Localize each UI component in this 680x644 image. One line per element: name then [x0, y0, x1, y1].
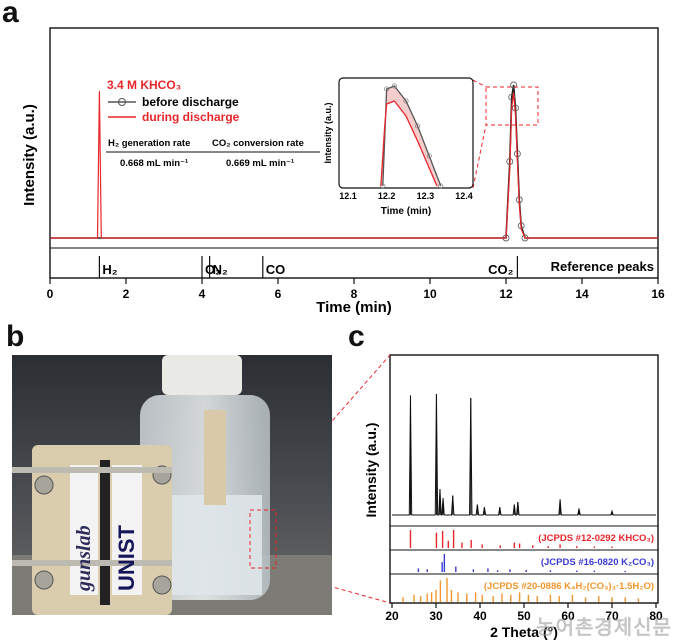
- panel-label-b: b: [6, 320, 25, 353]
- zoom-connector-bottom: [472, 124, 487, 189]
- panel-c-x-tick-label: 50: [517, 609, 531, 623]
- ref-label-k4h2co3: (JCPDS #20-0886 K₄H₂(CO₃)₃·1.5H₂O): [484, 581, 654, 592]
- panel-c-x-tick-label: 40: [473, 609, 487, 623]
- inset-series: [380, 83, 444, 189]
- inset-xlabel: Time (min): [381, 206, 431, 217]
- reference-peak-label: N₂: [213, 262, 228, 277]
- legend-before-label: before discharge: [142, 95, 239, 109]
- inset-series-line-before: [382, 85, 442, 187]
- panel-a-xlabel: Time (min): [316, 299, 392, 316]
- panel-a-x-tick-label: 14: [575, 287, 589, 301]
- inset-series-line-during: [380, 100, 438, 187]
- panel-a-x-tick-label: 12: [499, 287, 513, 301]
- inset-x-tick-label: 12.4: [455, 191, 473, 201]
- xrd-measured-pattern: [392, 394, 656, 516]
- photo-to-xrd-connector-top: [253, 354, 391, 511]
- inset-x-tick-label: 12.3: [417, 191, 435, 201]
- panel-a-x-tick-label: 0: [47, 287, 54, 301]
- panel-a-x-tick-label: 8: [351, 287, 358, 301]
- inset-ylabel: Intensity (a.u.): [323, 102, 333, 163]
- panel-c-x-tick-label: 70: [605, 609, 619, 623]
- panel-a-before-point: [508, 93, 516, 101]
- inset-before-point: [384, 86, 390, 92]
- panel-a-ylabel: Intensity (a.u.): [21, 104, 38, 206]
- inset-x-tick-label: 12.2: [378, 191, 396, 201]
- photo-label-gunslab: gunslab: [73, 525, 95, 592]
- zoom-box: [485, 86, 539, 126]
- panel-c-ylabel: Intensity (a.u.): [363, 423, 379, 518]
- zoom-connector-top: [472, 79, 487, 88]
- panel-a-before-point: [510, 81, 518, 89]
- rate-table-header-co2: CO₂ conversion rate: [212, 138, 304, 149]
- panel-c-xrd-pattern: [392, 394, 656, 516]
- panel-a-x-tick-label: 4: [199, 287, 206, 301]
- panel-label-c: c: [348, 320, 365, 353]
- panel-a-x-tick-label: 2: [123, 287, 130, 301]
- panel-a-x-tick-label: 10: [423, 287, 437, 301]
- photo-label-unist: UNIST: [114, 524, 139, 591]
- cell-photo: gunslab UNIST: [12, 355, 332, 615]
- ref-label-k2co3: (JCPDS #16-0820 K₂CO₃): [541, 557, 654, 568]
- panel-c-reference-patterns: [402, 530, 640, 602]
- inset-frame: [338, 77, 474, 189]
- reference-peak-label: H₂: [102, 262, 117, 277]
- legend-during-label: during discharge: [142, 110, 240, 124]
- inset-before-point: [415, 123, 421, 129]
- panel-c-x-tick-label: 30: [429, 609, 443, 623]
- reference-peak-label: CO: [266, 262, 286, 277]
- panel-c-x-axis: 20 30 40 50 60 70 80: [385, 603, 663, 623]
- inset-before-point: [403, 98, 409, 104]
- inset-before-point: [426, 153, 432, 159]
- inset-x-tick-label: 12.1: [339, 191, 357, 201]
- panel-c-x-tick-label: 20: [385, 609, 399, 623]
- reference-peak-label: CO₂: [488, 262, 514, 277]
- watermark: 농어촌경제신문: [536, 617, 672, 639]
- legend-before-marker: [118, 98, 126, 106]
- ref-label-khco3: (JCPDS #12-0292 KHCO₃): [538, 533, 654, 544]
- panel-a-series: [50, 81, 658, 242]
- inset-before-point: [380, 183, 386, 189]
- panel-c-x-tick-label: 60: [561, 609, 575, 623]
- inset-x-axis: 12.1 12.2 12.3 12.4: [339, 191, 473, 201]
- panel-a-series-line-during: [50, 91, 658, 239]
- panel-c-xlabel: 2 Theta (°): [490, 624, 558, 640]
- rate-table-value-co2: 0.669 mL min⁻¹: [226, 158, 294, 169]
- panel-a-x-axis: 0 2 4 6 8 10 12 14 16: [47, 278, 665, 301]
- panel-a-x-tick-label: 16: [651, 287, 665, 301]
- legend-title: 3.4 M KHCO₃: [107, 78, 181, 92]
- inset-before-point: [391, 83, 397, 89]
- panel-a-reference-label: Reference peaks: [551, 259, 654, 274]
- inset-before-point: [438, 183, 444, 189]
- rate-table-header-h2: H₂ generation rate: [108, 138, 190, 149]
- rate-table-value-h2: 0.668 mL min⁻¹: [120, 158, 188, 169]
- panel-label-a: a: [2, 0, 19, 29]
- panel-c-x-tick-label: 80: [649, 609, 663, 623]
- panel-a-x-tick-label: 6: [275, 287, 282, 301]
